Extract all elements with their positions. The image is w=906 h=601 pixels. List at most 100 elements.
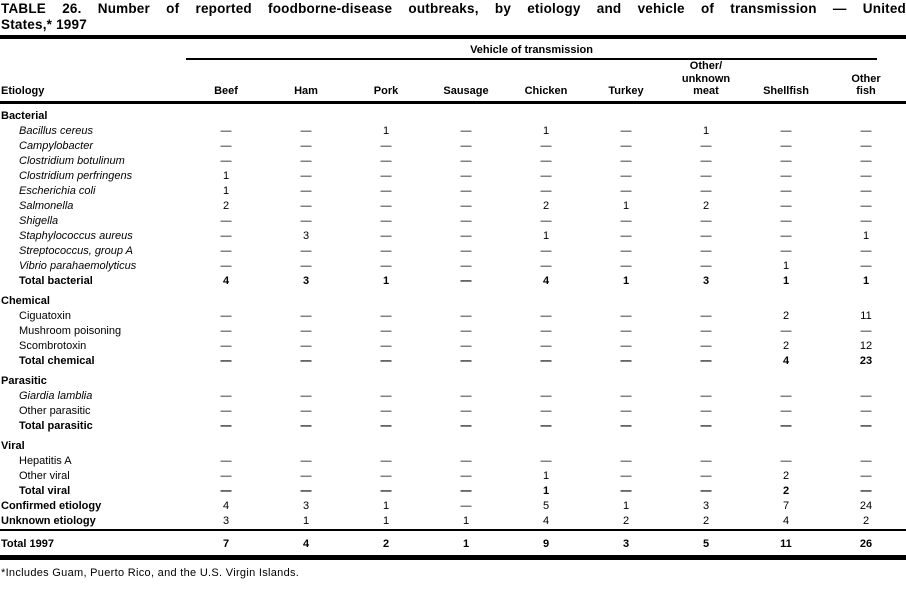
cell-value: — <box>700 324 712 337</box>
cell-value: 11 <box>746 528 826 557</box>
cell-value: — <box>460 354 472 367</box>
cell-value: — <box>540 139 552 152</box>
cell-value: 2 <box>346 528 426 557</box>
spanner-cell: Vehicle of transmission <box>186 39 906 60</box>
cell-value: 2 <box>702 199 710 212</box>
cell-value: — <box>300 259 312 272</box>
table-row: Unknown etiology 3 1 1 1 4 2 2 4 2 <box>0 514 906 530</box>
cell-value: — <box>860 484 872 497</box>
cell-value: — <box>860 244 872 257</box>
cell-value: — <box>300 419 312 432</box>
row-label: Clostridium botulinum <box>19 154 125 167</box>
cell-value: 3 <box>302 274 310 287</box>
cell-value: — <box>220 309 232 322</box>
cell-value: — <box>300 454 312 467</box>
row-label: Hepatitis A <box>19 454 72 467</box>
cell-value: 4 <box>542 274 550 287</box>
cell-value: — <box>540 339 552 352</box>
table-title-line-2: States,* 1997 <box>1 17 87 32</box>
cell-value: 7 <box>186 528 266 557</box>
cell-value: — <box>300 154 312 167</box>
cell-value: — <box>700 404 712 417</box>
cell-value: — <box>860 454 872 467</box>
cell-value: — <box>380 339 392 352</box>
cell-value: — <box>300 214 312 227</box>
cell-value: — <box>540 214 552 227</box>
cell-value: — <box>460 259 472 272</box>
cell-value: — <box>860 469 872 482</box>
cell-value: — <box>300 484 312 497</box>
cell-value: — <box>780 324 792 337</box>
cell-value: — <box>620 214 632 227</box>
cell-value: — <box>780 404 792 417</box>
spanner-spacer <box>0 39 186 60</box>
cell-value: — <box>860 404 872 417</box>
cell-value: — <box>700 339 712 352</box>
cell-value: 2 <box>782 484 790 497</box>
cell-value: — <box>620 389 632 402</box>
cell-value: — <box>860 259 872 272</box>
table-title-line-1: TABLE 26. Number of reported foodborne-d… <box>1 1 906 16</box>
row-label: Campylobacter <box>19 139 93 152</box>
cell-value: — <box>460 484 472 497</box>
cell-value: 1 <box>302 514 310 527</box>
cell-value: — <box>460 184 472 197</box>
cell-value: 4 <box>782 514 790 527</box>
cell-value: — <box>460 499 472 512</box>
cell-value: — <box>300 309 312 322</box>
cell-value: — <box>220 124 232 137</box>
cell-value: — <box>540 419 552 432</box>
table-row: Clostridium perfringens 1 — — — — — — — — <box>0 169 906 184</box>
table-row: Vibrio parahaemolyticus — — — — — — — 1 — <box>0 259 906 274</box>
cell-value: — <box>540 259 552 272</box>
cell-value: — <box>460 419 472 432</box>
cell-value: — <box>780 244 792 257</box>
cell-value: — <box>220 324 232 337</box>
cell-value: — <box>460 324 472 337</box>
cell-value: — <box>620 309 632 322</box>
cell-value: 1 <box>862 229 870 242</box>
table-row: Viral <box>0 434 906 454</box>
cell-value: — <box>540 324 552 337</box>
table-row: Staphylococcus aureus — 3 — — 1 — — — 1 <box>0 229 906 244</box>
cell-value: — <box>540 389 552 402</box>
cell-value: — <box>700 184 712 197</box>
cell-value: — <box>460 214 472 227</box>
cell-value: 24 <box>859 499 873 512</box>
cell-value: 2 <box>862 514 870 527</box>
cell-value: — <box>220 404 232 417</box>
cell-value: 5 <box>666 528 746 557</box>
cell-value: 26 <box>826 528 906 557</box>
cell-value: 23 <box>859 354 873 367</box>
cell-value: 1 <box>782 259 790 272</box>
cell-value: 1 <box>622 274 630 287</box>
cell-value: — <box>380 154 392 167</box>
cell-value: — <box>220 339 232 352</box>
column-header: Ham <box>266 60 346 104</box>
table-row: Salmonella 2 — — — 2 1 2 — — <box>0 199 906 214</box>
cell-value: — <box>220 389 232 402</box>
cell-value: — <box>220 259 232 272</box>
cell-value: — <box>860 184 872 197</box>
cell-value: — <box>460 199 472 212</box>
cell-value: — <box>620 169 632 182</box>
cell-value: — <box>780 454 792 467</box>
cell-value: — <box>780 139 792 152</box>
cell-value: — <box>220 354 232 367</box>
cell-value: — <box>300 339 312 352</box>
cell-value: — <box>300 404 312 417</box>
row-label: Other viral <box>19 469 70 482</box>
row-label: Shigella <box>19 214 59 227</box>
cell-value: 4 <box>222 274 230 287</box>
cell-value: — <box>540 184 552 197</box>
cell-value: — <box>860 214 872 227</box>
column-header: Shellfish <box>746 60 826 104</box>
column-header: Turkey <box>586 60 666 104</box>
cell-value: — <box>300 354 312 367</box>
row-label: Scombrotoxin <box>19 339 87 352</box>
cell-value: — <box>700 244 712 257</box>
cell-value: — <box>620 259 632 272</box>
cell-value: — <box>220 154 232 167</box>
cell-value: — <box>380 214 392 227</box>
cell-value: 1 <box>542 124 550 137</box>
